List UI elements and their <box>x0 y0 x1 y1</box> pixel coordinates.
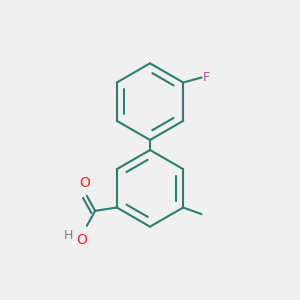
Text: O: O <box>80 176 91 190</box>
Text: H: H <box>64 229 73 242</box>
Text: F: F <box>203 71 210 84</box>
Text: O: O <box>76 233 87 247</box>
